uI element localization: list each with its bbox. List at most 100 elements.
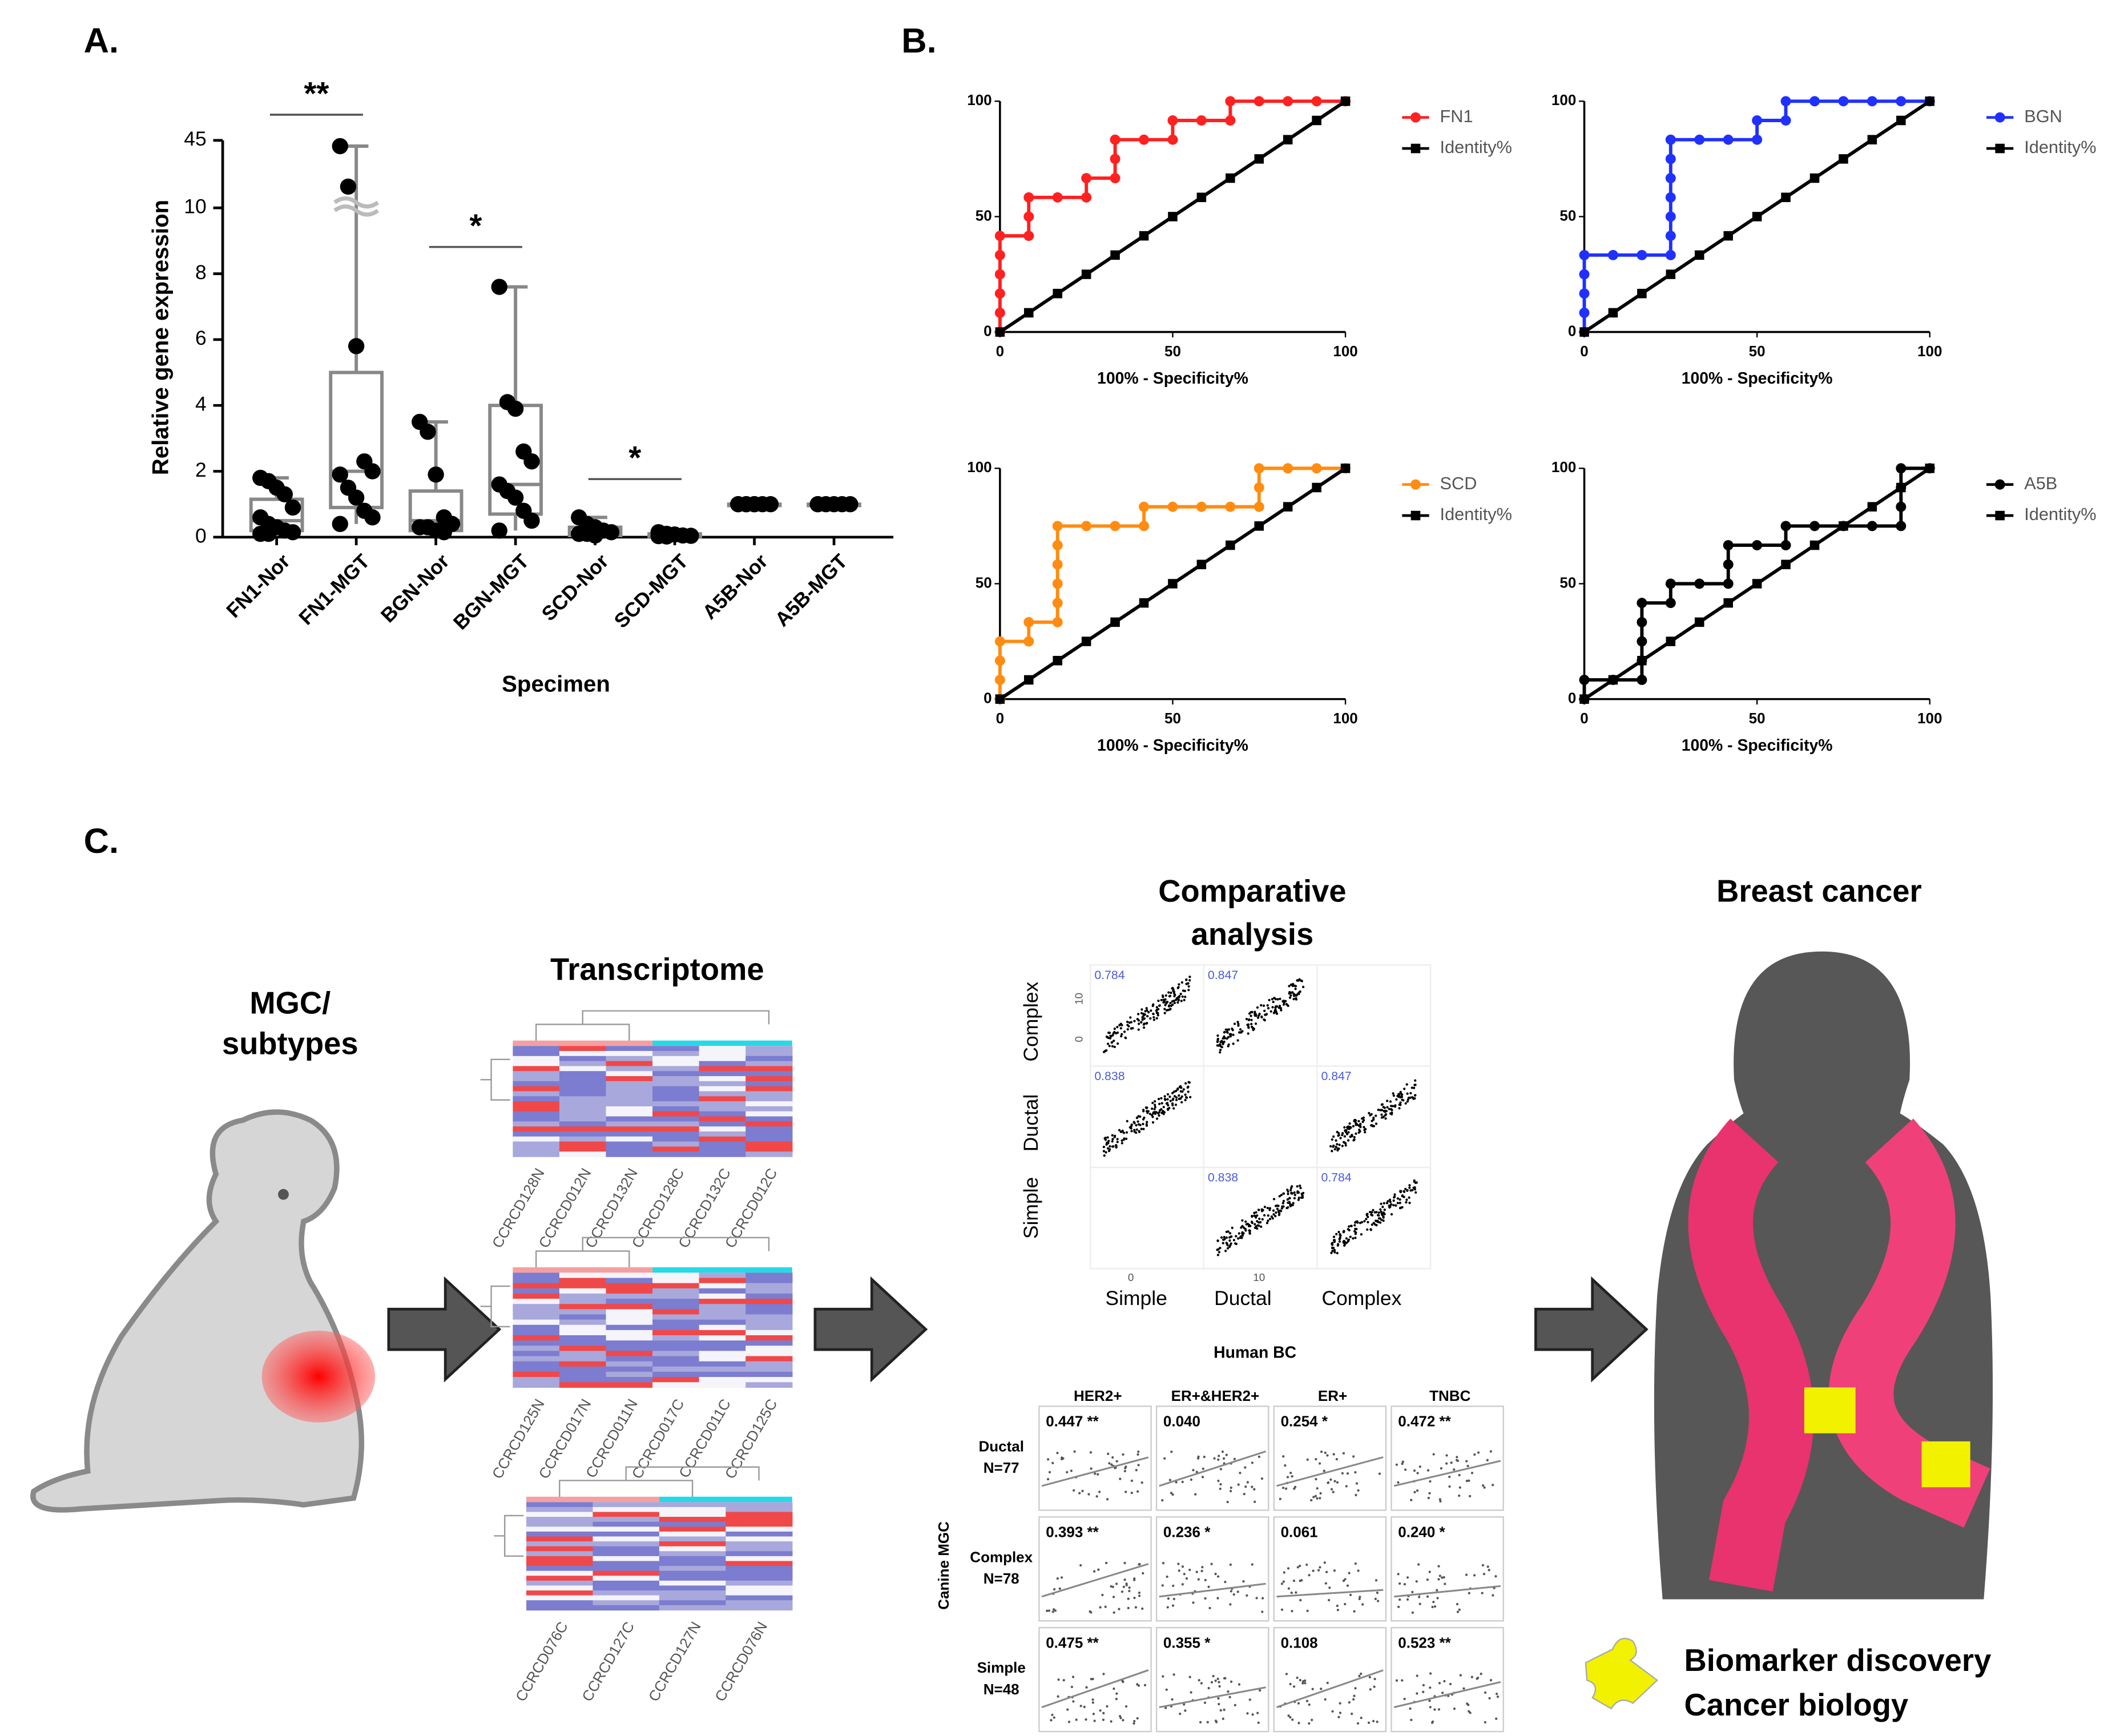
heatmap-cell <box>652 1101 700 1107</box>
illustration-dot <box>1237 1483 1240 1486</box>
correlation-label: 0.838 <box>1208 1171 1238 1185</box>
illustration-dot <box>1047 1609 1051 1612</box>
illustration-dot <box>1066 1471 1069 1474</box>
illustration-dot <box>1167 991 1170 994</box>
marker <box>1637 636 1647 647</box>
heatmap-cell <box>513 1288 560 1294</box>
illustration-dot <box>1139 1115 1142 1118</box>
illustration-dot <box>1289 1186 1293 1190</box>
diagram-title: Breast cancer <box>1716 873 1922 908</box>
illustration-dot <box>1158 1102 1161 1105</box>
data-point <box>603 524 620 541</box>
illustration-dot <box>1356 1722 1360 1725</box>
illustration-dot <box>1349 1235 1352 1238</box>
illustration-dot <box>1306 1609 1309 1612</box>
marker <box>1167 501 1178 512</box>
illustration-dot <box>1173 994 1176 998</box>
illustration-dot <box>1260 1225 1263 1228</box>
marker <box>1780 521 1791 531</box>
marker <box>994 231 1005 241</box>
illustration-dot <box>1270 1215 1273 1218</box>
illustration-dot <box>1130 1021 1133 1024</box>
marker <box>1781 192 1791 203</box>
illustration-dot <box>1095 1495 1098 1498</box>
row-label: Ductal <box>1019 1094 1042 1152</box>
illustration-dot <box>1488 1569 1490 1572</box>
heatmap-cell <box>593 1561 660 1566</box>
marker <box>1023 617 1034 627</box>
heatmap-cell <box>559 1335 607 1341</box>
illustration-dot <box>1282 1455 1285 1458</box>
marker <box>1023 211 1034 222</box>
illustration-dot <box>1110 1463 1113 1466</box>
heatmap-cell <box>745 1116 793 1122</box>
illustration-dot <box>1262 1004 1265 1007</box>
marker <box>1809 173 1820 183</box>
illustration-dot <box>1257 1721 1260 1724</box>
legend-label: Identity% <box>1440 137 1512 157</box>
illustration-dot <box>1062 1679 1065 1682</box>
illustration-dot <box>1204 1578 1207 1582</box>
illustration-dot <box>1416 1674 1418 1677</box>
illustration-dot <box>1180 1000 1183 1002</box>
illustration-dot <box>1142 1572 1144 1575</box>
heatmap-cell <box>559 1304 607 1310</box>
heatmap-cell <box>559 1096 607 1102</box>
heatmap-cell <box>526 1512 594 1517</box>
cluster-strip <box>652 1040 792 1046</box>
illustration-dot <box>1480 1672 1482 1675</box>
illustration-dot <box>1375 1219 1377 1222</box>
illustration-dot <box>1207 1585 1210 1588</box>
illustration-dot <box>1352 1237 1355 1240</box>
y-tick-label: 100 <box>967 91 992 108</box>
illustration-dot <box>1331 1150 1333 1153</box>
illustration-dot <box>1066 1708 1069 1711</box>
illustration-dot <box>1297 1198 1300 1201</box>
illustration-dot <box>1282 1003 1285 1006</box>
marker <box>994 307 1005 318</box>
illustration-dot <box>1087 1493 1090 1496</box>
puzzle-piece <box>1804 1387 1856 1433</box>
trend-line <box>1393 1460 1501 1487</box>
illustration-dot <box>1254 1223 1256 1226</box>
illustration-dot <box>1418 1596 1421 1598</box>
illustration-dot <box>1119 1027 1122 1030</box>
heatmap-cell <box>699 1288 746 1294</box>
heatmap-cell <box>745 1076 793 1082</box>
heatmap-cell <box>513 1278 560 1284</box>
illustration-dot <box>1181 1480 1184 1483</box>
illustration-dot <box>1098 1491 1101 1493</box>
illustration-dot <box>1050 1719 1053 1722</box>
illustration-dot <box>1085 1686 1088 1689</box>
illustration-dot <box>1075 1718 1078 1721</box>
trend-line <box>1041 1669 1149 1709</box>
heatmap-cell <box>652 1340 700 1346</box>
illustration-dot <box>1151 1121 1155 1124</box>
illustration-dot <box>1168 1479 1171 1481</box>
illustration-dot <box>1348 1225 1351 1228</box>
illustration-dot <box>1265 1222 1269 1225</box>
heatmap-cell <box>559 1056 607 1062</box>
illustration-dot <box>1432 1601 1435 1604</box>
illustration-dot <box>1236 1590 1239 1593</box>
marker <box>1283 463 1293 474</box>
illustration-dot <box>1118 1608 1121 1610</box>
illustration-dot <box>1296 1566 1300 1569</box>
heatmap-cell <box>745 1086 793 1092</box>
illustration-dot <box>1226 1500 1229 1504</box>
illustration-dot <box>1254 1214 1256 1217</box>
heatmap-cell <box>659 1502 727 1508</box>
illustration-dot <box>1222 1037 1224 1040</box>
correlation-label: 0.784 <box>1094 968 1124 982</box>
x-tick-label: 50 <box>1164 710 1181 727</box>
illustration-dot <box>1257 1225 1260 1227</box>
marker <box>1023 636 1034 647</box>
illustration-dot <box>1281 1202 1284 1205</box>
illustration-dot <box>1160 998 1163 1001</box>
heatmap-cell <box>652 1056 700 1062</box>
illustration-dot <box>1411 1590 1414 1593</box>
illustration-dot <box>1229 1603 1232 1606</box>
illustration-dot <box>1299 1564 1301 1568</box>
marker <box>1110 617 1120 627</box>
heatmap-cell <box>699 1066 746 1072</box>
